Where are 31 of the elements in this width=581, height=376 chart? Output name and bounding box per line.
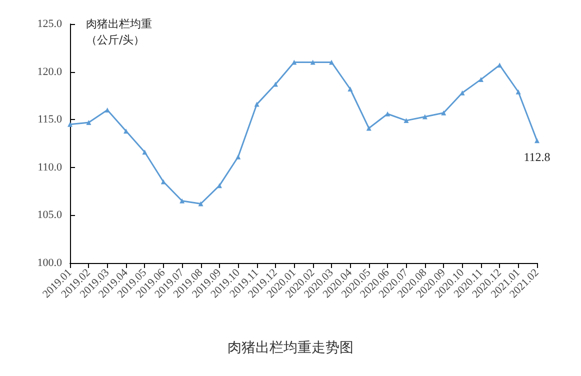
point	[366, 126, 372, 131]
point	[497, 62, 502, 68]
text: 肉猪出栏均重走势图	[228, 340, 354, 356]
point	[86, 120, 92, 125]
point	[68, 122, 72, 127]
point	[422, 114, 428, 120]
point	[236, 154, 241, 160]
point	[310, 60, 316, 65]
point	[441, 110, 446, 116]
point	[404, 118, 409, 124]
y-tick-label: 115.0	[38, 114, 62, 126]
point	[329, 60, 334, 65]
point	[516, 89, 521, 94]
y-axis-title: 肉猪出栏均重（公斤/头）	[86, 18, 152, 46]
point	[385, 111, 390, 116]
point	[104, 108, 110, 113]
point	[160, 179, 166, 184]
point	[142, 150, 148, 155]
y-tick-label: 110.0	[38, 161, 62, 174]
y-tick-label: 120.0	[37, 66, 62, 78]
data-label: 112.8	[524, 150, 550, 164]
point	[478, 76, 484, 82]
point	[254, 102, 260, 107]
point	[534, 138, 540, 144]
y-tick-label: 105.0	[37, 209, 62, 222]
point	[180, 198, 185, 204]
point	[348, 86, 353, 92]
point	[198, 201, 204, 206]
y-tick-label: 100.0	[37, 257, 62, 269]
point	[292, 60, 297, 65]
y-tick-label: 125.0	[37, 18, 62, 30]
